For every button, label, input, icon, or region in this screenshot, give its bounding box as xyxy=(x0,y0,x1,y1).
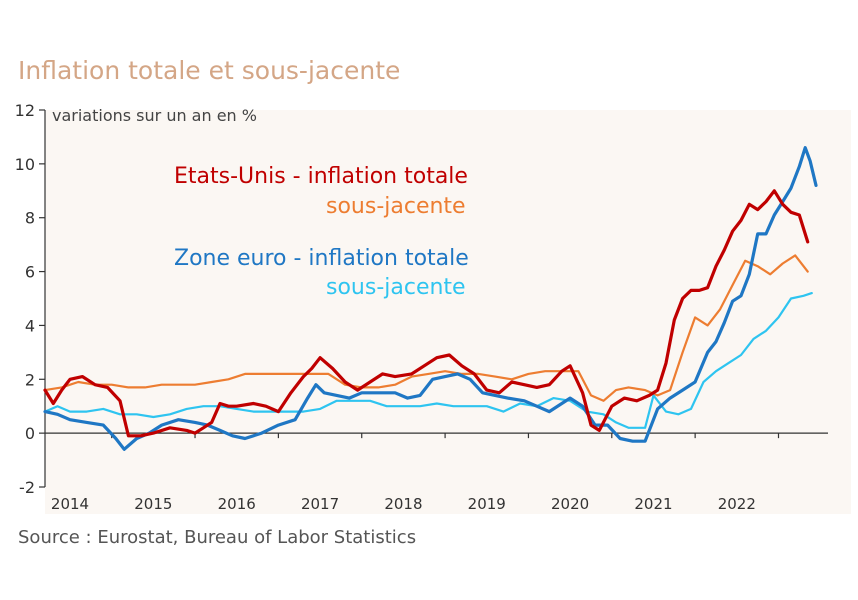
x-tick-label: 2015 xyxy=(134,495,172,513)
series-line-1 xyxy=(43,292,813,429)
legend-us-core: sous-jacente xyxy=(326,194,466,219)
y-tick-label: -2 xyxy=(19,478,35,497)
x-tick-label: 2021 xyxy=(634,495,672,513)
x-tick-label: 2014 xyxy=(51,495,89,513)
x-tick-label: 2022 xyxy=(718,495,756,513)
series-line-0 xyxy=(43,254,809,402)
legend-ez-total: Zone euro - inflation totale xyxy=(174,246,469,271)
legend-us-total: Etats-Unis - inflation totale xyxy=(174,164,468,189)
y-tick-label: 4 xyxy=(25,316,35,335)
legend: Etats-Unis - inflation totale sous-jacen… xyxy=(174,164,469,300)
x-tick-label: 2019 xyxy=(468,495,506,513)
x-tick-label: 2018 xyxy=(384,495,422,513)
series-lines xyxy=(43,146,818,451)
y-tick-label: 6 xyxy=(25,263,35,282)
x-tick-label: 2017 xyxy=(301,495,339,513)
y-tick-label: 2 xyxy=(25,370,35,389)
y-tick-label: 12 xyxy=(15,101,35,120)
series-line-3 xyxy=(43,189,810,438)
x-tick-label: 2016 xyxy=(218,495,256,513)
source-note: Source : Eurostat, Bureau of Labor Stati… xyxy=(18,527,417,548)
x-tick-label: 2020 xyxy=(551,495,589,513)
y-tick-label: 0 xyxy=(25,424,35,443)
legend-ez-core: sous-jacente xyxy=(326,275,466,300)
y-tick-label: 8 xyxy=(25,209,35,228)
series-line-2 xyxy=(43,146,818,451)
y-tick-label: 10 xyxy=(15,155,35,174)
y-axis-label: variations sur un an en % xyxy=(52,106,257,125)
chart-title: Inflation totale et sous-jacente xyxy=(18,56,401,85)
